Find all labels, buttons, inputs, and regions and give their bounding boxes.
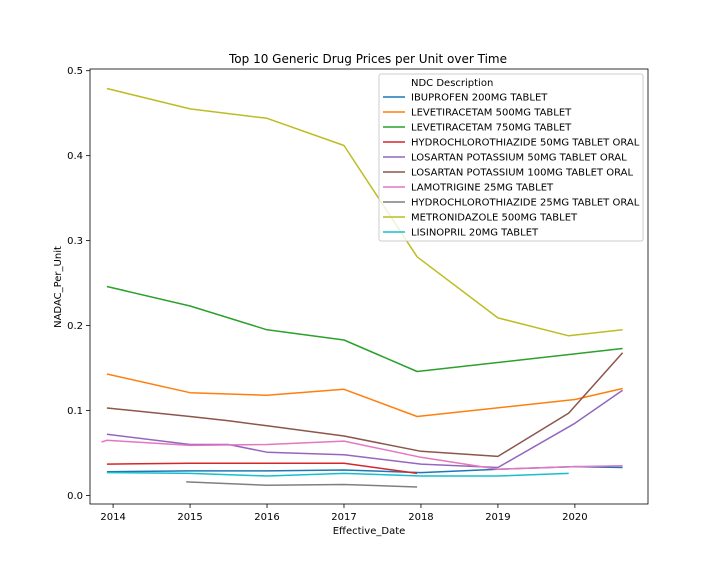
legend-entry: METRONIDAZOLE 500MG TABLET <box>411 213 578 224</box>
y-tick-label: 0.1 <box>67 406 83 417</box>
series-line-2 <box>106 373 623 418</box>
y-tick-label: 0.2 <box>67 321 83 332</box>
series-line-10 <box>106 471 569 477</box>
legend-items: IBUPROFEN 200MG TABLET LEVETIRACETAM 500M… <box>383 93 640 239</box>
legend-entry: LOSARTAN POTASSIUM 50MG TABLET ORAL <box>411 153 627 164</box>
legend-entry: IBUPROFEN 200MG TABLET <box>411 93 548 104</box>
series-line-7 <box>101 439 623 470</box>
y-axis-label: NADAC_Per_Unit <box>53 246 64 328</box>
legend-box <box>378 73 644 242</box>
legend: NDC Description IBUPROFEN 200MG TABLET LE… <box>378 73 644 242</box>
y-tick-label: 0.0 <box>67 491 83 502</box>
legend-entry: LAMOTRIGINE 25MG TABLET <box>411 183 554 194</box>
plot-lines <box>101 87 624 488</box>
legend-entry: LEVETIRACETAM 750MG TABLET <box>411 123 572 134</box>
x-tick-label: 2015 <box>177 512 202 523</box>
x-tick-label: 2016 <box>254 512 279 523</box>
legend-entry: LEVETIRACETAM 500MG TABLET <box>411 108 572 119</box>
series-line-4 <box>106 462 418 475</box>
series-line-6 <box>106 352 624 458</box>
x-tick-label: 2019 <box>485 512 510 523</box>
y-tick-label: 0.5 <box>67 66 83 77</box>
legend-entry: LISINOPRIL 20MG TABLET <box>411 228 539 239</box>
series-line-3 <box>106 285 623 373</box>
legend-entry: HYDROCHLOROTHIAZIDE 50MG TABLET ORAL <box>411 138 640 149</box>
x-tick-label: 2017 <box>331 512 356 523</box>
legend-entry: HYDROCHLOROTHIAZIDE 25MG TABLET ORAL <box>411 198 640 209</box>
x-axis-label: Effective_Date <box>333 526 406 537</box>
x-axis: 2014 2015 2016 2017 2018 2019 2020 <box>100 504 588 523</box>
y-axis: 0.0 0.1 0.2 0.3 0.4 0.5 <box>67 66 90 502</box>
x-tick-label: 2020 <box>562 512 587 523</box>
y-tick-label: 0.3 <box>67 236 83 247</box>
legend-entry: LOSARTAN POTASSIUM 100MG TABLET ORAL <box>411 168 633 179</box>
chart-title: Top 10 Generic Drug Prices per Unit over… <box>228 52 507 66</box>
series-line-8 <box>186 481 418 488</box>
legend-title: NDC Description <box>411 78 493 89</box>
x-tick-label: 2014 <box>100 512 125 523</box>
series-line-5 <box>106 389 624 469</box>
x-tick-label: 2018 <box>408 512 433 523</box>
plot-frame <box>89 68 649 505</box>
y-tick-label: 0.4 <box>67 151 83 162</box>
